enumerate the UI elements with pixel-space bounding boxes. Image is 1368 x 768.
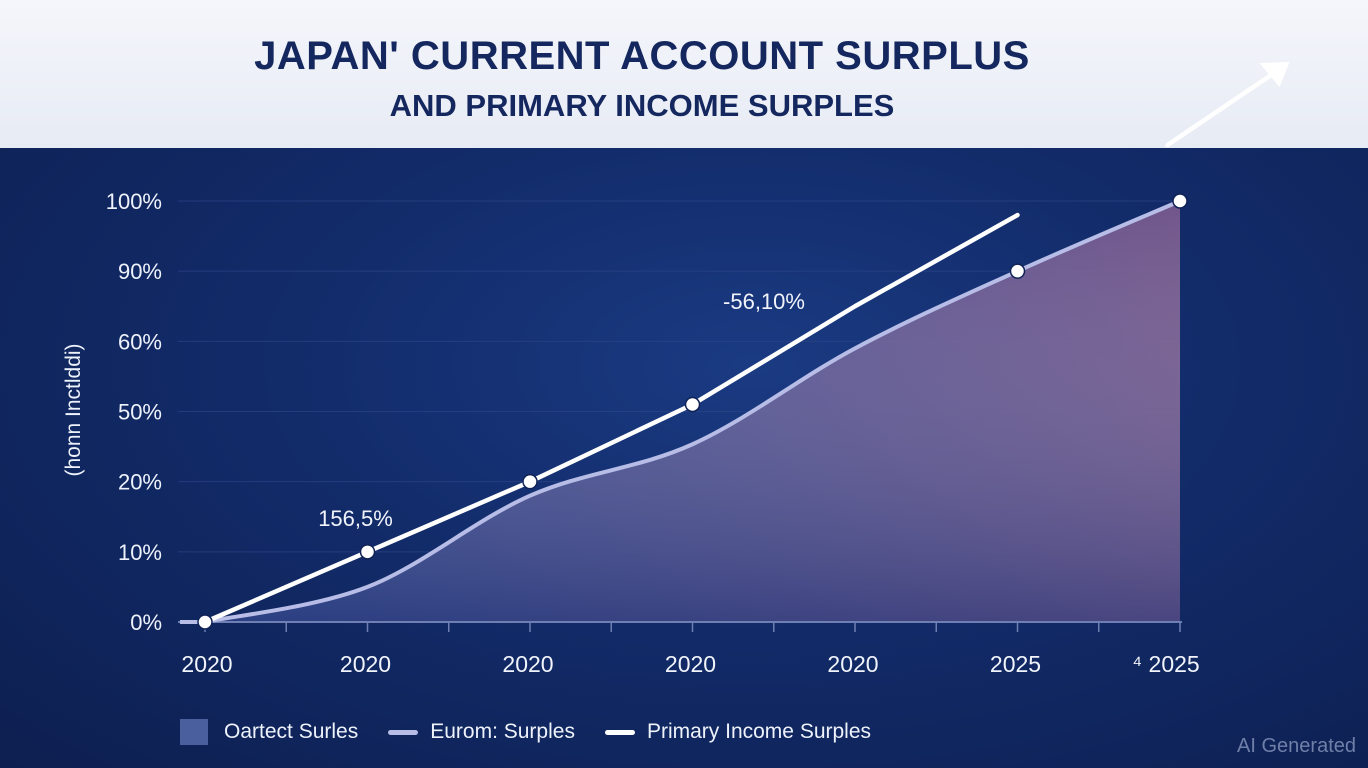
y-tick-label: 0% bbox=[130, 610, 162, 635]
x-tick-label: 2020 bbox=[340, 651, 391, 677]
data-marker bbox=[522, 473, 538, 490]
x-tick-label: 2025 bbox=[990, 651, 1041, 677]
legend-label: Primary Income Surples bbox=[646, 720, 872, 743]
x-tick-label: 2020 bbox=[502, 651, 553, 677]
data-marker bbox=[1172, 193, 1188, 209]
legend-label: Eurom: Surples bbox=[430, 720, 575, 743]
data-markers bbox=[197, 193, 1188, 630]
chart-subtitle: AND PRIMARY INCOME SURPLES bbox=[389, 88, 895, 123]
legend-item-light-line: Eurom: Surples bbox=[388, 720, 575, 744]
legend-swatch-area bbox=[180, 719, 208, 745]
series-line-white bbox=[202, 212, 1020, 625]
x-tick-label: 2020 bbox=[181, 651, 232, 677]
y-tick-label: 50% bbox=[118, 400, 162, 425]
data-label: -56,10% bbox=[723, 289, 805, 314]
y-tick-label: 20% bbox=[118, 470, 162, 495]
annotations: 156,5% -56,10% bbox=[318, 289, 805, 531]
y-axis-label: (honn Inctlddi) bbox=[62, 343, 85, 476]
legend-label: Oartect Surles bbox=[224, 720, 359, 743]
x-tick-label: 2020 bbox=[665, 651, 716, 677]
watermark: AI Generated bbox=[1237, 735, 1356, 757]
y-tick-label: 90% bbox=[118, 259, 162, 284]
trend-arrow-head bbox=[1259, 62, 1290, 88]
y-tick-label: 100% bbox=[106, 189, 162, 214]
data-marker bbox=[684, 396, 701, 413]
legend: Oartect Surles Eurom: Surples Primary In… bbox=[180, 716, 901, 748]
trend-arrow-shaft bbox=[1165, 69, 1278, 148]
legend-swatch-white-line bbox=[604, 729, 635, 735]
chart-header: JAPAN' CURRENT ACCOUNT SURPLUS AND PRIMA… bbox=[0, 0, 1368, 148]
legend-item-white-line: Primary Income Surples bbox=[604, 720, 872, 744]
data-marker bbox=[359, 544, 376, 560]
area-series bbox=[205, 201, 1180, 622]
data-marker bbox=[1009, 263, 1026, 279]
data-label: 156,5% bbox=[318, 506, 393, 531]
x-tick-label: 2020 bbox=[827, 651, 878, 677]
legend-item-area: Oartect Surles bbox=[180, 719, 358, 745]
chart-title: JAPAN' CURRENT ACCOUNT SURPLUS bbox=[254, 34, 1030, 78]
area-shade bbox=[205, 201, 1180, 622]
y-tick-label: 60% bbox=[118, 329, 162, 354]
y-tick-labels: 0% 10% 20% 50% 60% 90% 100% bbox=[106, 189, 162, 635]
y-tick-label: 10% bbox=[118, 540, 162, 565]
x-tick-labels: 2020 2020 2020 2020 2020 2025 ⁴ 2025 bbox=[181, 651, 1199, 677]
trend-arrow bbox=[1165, 62, 1290, 148]
x-axis bbox=[178, 621, 1182, 632]
x-tick-label: ⁴ 2025 bbox=[1132, 651, 1199, 677]
legend-swatch-light-line bbox=[388, 729, 419, 735]
data-marker bbox=[197, 614, 213, 630]
